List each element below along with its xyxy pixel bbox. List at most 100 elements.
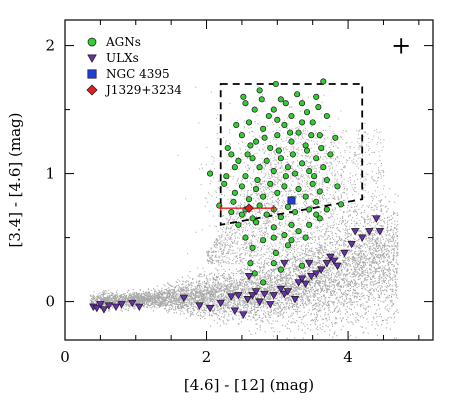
data-point xyxy=(179,294,189,303)
y-tick-label: 1 xyxy=(45,165,55,183)
data-point xyxy=(290,295,300,304)
data-point xyxy=(92,304,102,313)
data-point xyxy=(372,215,381,223)
annotation-mark: + xyxy=(391,32,411,60)
data-point xyxy=(283,288,293,296)
series-j1329-3234 xyxy=(219,203,275,213)
data-point xyxy=(249,155,256,162)
data-point xyxy=(277,155,284,162)
data-point xyxy=(312,270,321,278)
background-points xyxy=(89,84,399,340)
series-agns xyxy=(207,78,345,286)
data-point xyxy=(242,234,249,241)
data-point xyxy=(337,201,345,208)
data-point xyxy=(295,129,302,136)
data-point xyxy=(235,221,242,228)
data-point xyxy=(281,121,288,129)
data-point xyxy=(313,211,320,218)
data-point xyxy=(316,215,323,222)
data-point xyxy=(287,196,296,205)
data-point xyxy=(269,292,278,300)
data-point xyxy=(234,292,243,300)
legend-marker xyxy=(87,37,97,47)
data-point xyxy=(238,132,245,139)
data-point xyxy=(332,134,339,141)
legend: AGNs ULXs NGC 4395 J1329+3234 xyxy=(86,35,182,97)
dashed-region-outline xyxy=(219,83,364,226)
legend-label: J1329+3234 xyxy=(104,83,182,97)
data-point xyxy=(270,106,277,113)
data-point xyxy=(224,144,231,152)
data-point xyxy=(302,234,309,241)
data-point xyxy=(288,138,295,145)
data-point xyxy=(267,144,274,152)
data-point xyxy=(303,109,311,116)
data-point xyxy=(306,221,313,228)
data-point xyxy=(316,132,323,139)
data-point xyxy=(244,203,254,213)
data-point xyxy=(365,228,374,236)
data-point xyxy=(323,176,330,184)
series-layer xyxy=(89,78,385,319)
y-tick-label: 2 xyxy=(45,37,55,55)
data-point xyxy=(280,290,289,299)
data-point xyxy=(260,125,267,132)
data-point xyxy=(247,260,254,267)
data-point xyxy=(274,189,281,196)
data-point xyxy=(280,260,289,268)
data-point xyxy=(284,203,291,210)
x-tick-label: 2 xyxy=(202,348,212,366)
y-axis-label: [3.4] - [4.6] (mag) xyxy=(6,113,24,248)
data-point xyxy=(309,180,316,187)
data-point xyxy=(228,208,235,216)
data-point xyxy=(128,299,137,308)
data-point xyxy=(322,260,332,268)
data-point xyxy=(244,272,254,281)
data-point xyxy=(320,78,327,85)
data-point xyxy=(231,189,238,196)
data-point xyxy=(318,144,325,152)
legend-label: AGNs xyxy=(105,35,141,49)
data-point xyxy=(254,176,261,184)
data-point xyxy=(270,167,277,175)
data-point xyxy=(258,96,265,103)
data-point xyxy=(289,151,296,158)
data-point xyxy=(274,116,281,123)
data-point xyxy=(350,228,360,236)
x-tick-label: 0 xyxy=(60,348,70,366)
data-point xyxy=(135,303,144,312)
data-point xyxy=(205,304,215,313)
data-point xyxy=(274,132,281,139)
data-point xyxy=(255,298,264,306)
data-point xyxy=(306,206,313,213)
data-point xyxy=(251,288,261,296)
data-point xyxy=(299,160,306,167)
data-point xyxy=(233,121,240,129)
data-point xyxy=(228,151,235,158)
data-point xyxy=(96,301,105,309)
data-point xyxy=(307,272,316,281)
legend-marker xyxy=(87,54,97,63)
data-point xyxy=(111,303,121,312)
data-point xyxy=(270,224,277,231)
data-point xyxy=(242,100,249,107)
data-point xyxy=(301,280,310,288)
series-ngc-4395 xyxy=(287,196,296,205)
data-point xyxy=(303,147,311,154)
data-point xyxy=(276,285,286,294)
data-point xyxy=(299,100,306,107)
data-point xyxy=(216,299,225,308)
data-point xyxy=(270,260,277,267)
data-point xyxy=(294,91,301,98)
legend-marker xyxy=(86,84,98,96)
y-tick-label: 0 xyxy=(45,293,55,311)
data-point xyxy=(270,234,277,241)
data-point xyxy=(291,170,299,177)
data-point xyxy=(261,134,268,141)
data-point xyxy=(281,183,288,190)
data-point xyxy=(260,193,267,200)
data-point xyxy=(304,260,314,268)
annotation-layer: + xyxy=(391,32,411,60)
data-point xyxy=(277,214,284,221)
data-point xyxy=(230,307,240,315)
